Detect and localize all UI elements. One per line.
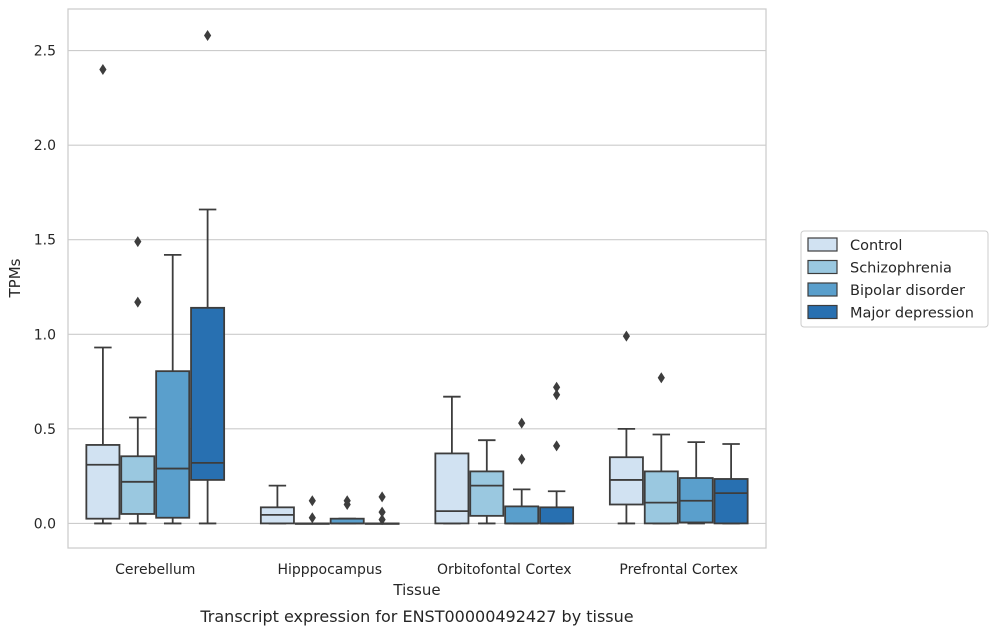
outlier-point: [99, 64, 107, 76]
x-tick-label: Orbitofontal Cortex: [437, 562, 572, 578]
outlier-point: [308, 495, 316, 507]
outlier-point: [378, 514, 386, 526]
legend-label: Major depression: [850, 306, 974, 322]
box-hipppocampus-major-depression: [364, 491, 400, 526]
box-cerebellum-bipolar-disorder: [155, 253, 191, 525]
outlier-point: [622, 330, 630, 342]
box-orbitofontal-cortex-major-depression: [539, 381, 575, 525]
outlier-point: [378, 506, 386, 518]
box-hipppocampus-control: [259, 484, 295, 525]
box-iqr: [539, 506, 575, 525]
chart-caption: Transcript expression for ENST0000049242…: [199, 607, 633, 626]
box-hipppocampus-bipolar-disorder: [329, 495, 365, 525]
box-prefrontal-cortex-major-depression: [713, 443, 749, 525]
legend-swatch: [807, 237, 838, 252]
box-cerebellum-schizophrenia: [120, 236, 156, 525]
outlier-point: [518, 453, 526, 465]
box-cerebellum-control: [85, 64, 121, 525]
legend-swatch: [807, 304, 838, 320]
box-orbitofontal-cortex-schizophrenia: [469, 439, 505, 525]
box-prefrontal-cortex-schizophrenia: [643, 372, 679, 525]
box-hipppocampus-schizophrenia: [294, 495, 330, 525]
x-tick-label: Prefrontal Cortex: [619, 562, 738, 578]
outlier-point: [204, 29, 212, 41]
y-tick-label: 1.5: [34, 233, 56, 249]
outlier-point: [553, 440, 561, 452]
outlier-point: [134, 236, 142, 248]
outlier-point: [553, 389, 561, 401]
boxes: [85, 29, 749, 526]
box-prefrontal-cortex-bipolar-disorder: [678, 441, 714, 525]
plot-frame: [67, 8, 767, 549]
box-iqr: [120, 455, 156, 515]
y-tick-label: 2.5: [34, 44, 56, 60]
outlier-point: [553, 381, 561, 393]
box-iqr: [155, 370, 191, 519]
x-tick-label: Cerebellum: [115, 562, 195, 578]
y-axis-ticks: 0.0 0.5 1.0 1.5 2.0 2.5: [34, 44, 56, 533]
legend: Control Schizophrenia Bipolar disorder Majo…: [800, 230, 989, 328]
x-axis-label: Tissue: [392, 581, 440, 599]
legend-swatch: [807, 259, 838, 275]
y-tick-label: 0.0: [34, 516, 56, 532]
box-orbitofontal-cortex-control: [434, 395, 470, 525]
box-orbitofontal-cortex-bipolar-disorder: [504, 417, 540, 525]
outlier-point: [343, 495, 351, 507]
box-prefrontal-cortex-control: [608, 330, 644, 525]
legend-swatch: [807, 282, 838, 297]
outlier-point: [134, 296, 142, 308]
y-tick-label: 0.5: [34, 422, 56, 438]
box-iqr: [85, 444, 121, 520]
legend-frame: [800, 230, 989, 328]
y-tick-label: 1.0: [34, 327, 56, 343]
box-iqr: [469, 470, 505, 517]
box-iqr: [504, 505, 540, 525]
x-tick-label: Hipppocampus: [277, 562, 382, 578]
legend-label: Control: [850, 238, 902, 254]
outlier-point: [378, 491, 386, 503]
outlier-point: [308, 512, 316, 524]
box-iqr: [643, 470, 679, 525]
outlier-point: [518, 417, 526, 429]
box-iqr: [434, 452, 470, 525]
outlier-point: [657, 372, 665, 384]
y-axis-label: TPMs: [6, 258, 24, 298]
x-axis-ticks: Cerebellum Hipppocampus Orbitofontal Corte…: [115, 562, 738, 578]
legend-label: Schizophrenia: [850, 261, 952, 277]
box-iqr: [713, 478, 749, 525]
y-tick-label: 2.0: [34, 138, 56, 154]
legend-label: Bipolar disorder: [850, 283, 965, 299]
box-iqr: [608, 456, 644, 506]
box-iqr: [190, 306, 226, 481]
box-cerebellum-major-depression: [190, 29, 226, 525]
